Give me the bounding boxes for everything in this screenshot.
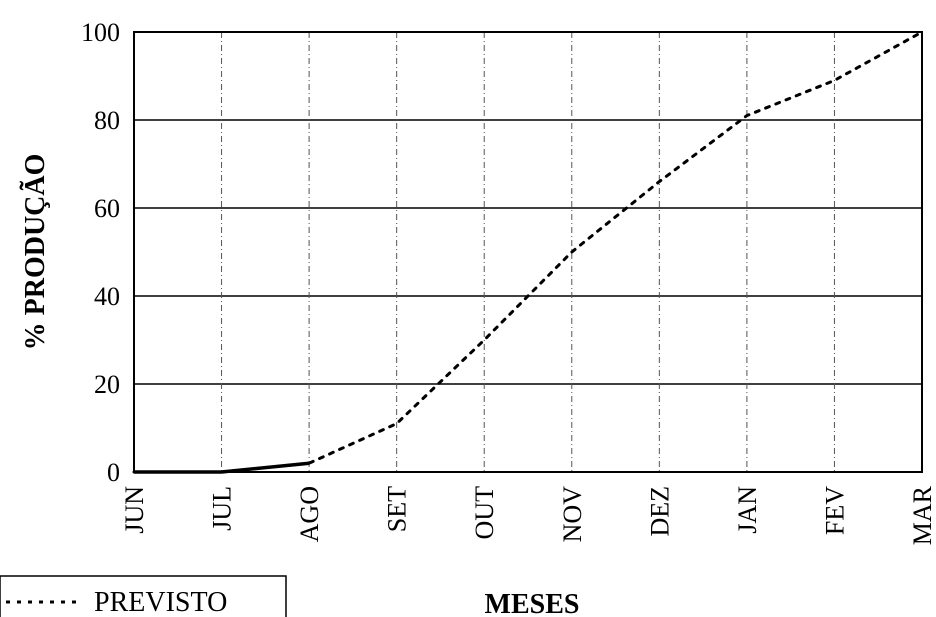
legend-box (0, 575, 287, 617)
x-tick-label: OUT (470, 486, 499, 540)
legend-label-previsto: PREVISTO (94, 587, 227, 617)
y-axis-title: % PRODUÇÃO (20, 154, 51, 351)
grid-lines (134, 32, 922, 472)
y-tick-label: 0 (107, 458, 120, 487)
y-tick-label: 80 (94, 106, 120, 135)
x-tick-label: SET (383, 486, 412, 532)
x-tick-label: JAN (733, 486, 762, 534)
series-line-previsto (132, 30, 924, 474)
x-tick-label: JUN (120, 486, 149, 534)
x-tick-label: MAR (908, 485, 936, 545)
x-tick-label: AGO (295, 486, 324, 542)
y-tick-label: 60 (94, 194, 120, 223)
series-layer (132, 30, 924, 474)
x-tick-label: JUL (208, 486, 237, 531)
x-tick-label: FEV (820, 486, 849, 535)
y-tick-label: 20 (94, 370, 120, 399)
plot-area-frame (133, 31, 923, 473)
x-tick-label: DEZ (645, 486, 674, 537)
y-axis-ticks: 0 20 40 60 80 100 (81, 18, 120, 487)
x-tick-label: NOV (558, 486, 587, 543)
x-axis-ticks: JUN JUL AGO SET OUT NOV DEZ JAN FEV MAR (120, 485, 936, 545)
x-axis-title: MESES (485, 589, 580, 617)
y-tick-label: 40 (94, 282, 120, 311)
legend: PREVISTO (0, 575, 287, 617)
y-tick-label: 100 (81, 18, 120, 47)
series-line-solid (134, 461, 310, 474)
